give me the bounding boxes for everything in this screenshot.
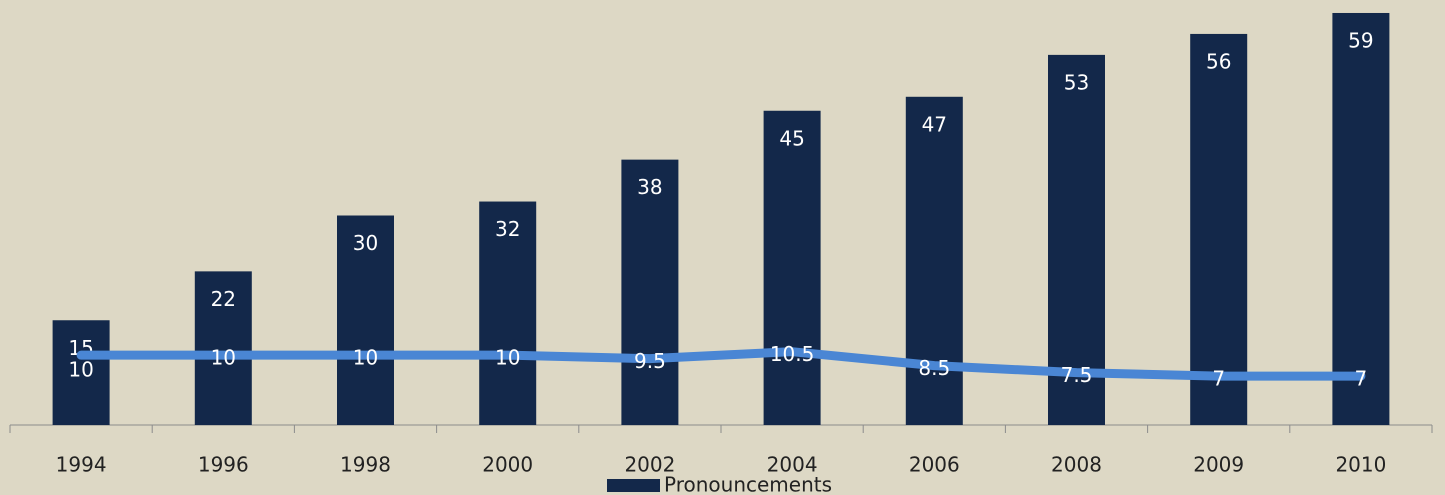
bar xyxy=(479,201,537,425)
bar-value-label: 53 xyxy=(1064,70,1089,94)
line-value-label: 10 xyxy=(211,346,236,370)
bar xyxy=(1190,33,1248,425)
x-tick-label: 2010 xyxy=(1335,453,1386,477)
bar-value-label: 45 xyxy=(779,126,804,150)
line xyxy=(76,347,1366,381)
bar-value-label: 30 xyxy=(353,231,378,255)
bar-value-label: 56 xyxy=(1206,49,1231,73)
line-value-label: 10 xyxy=(353,346,378,370)
line-value-label: 7.5 xyxy=(1061,363,1093,387)
x-tick-label: 2006 xyxy=(909,453,960,477)
x-tick-label: 2009 xyxy=(1193,453,1244,477)
line-value-label: 9.5 xyxy=(634,349,666,373)
x-tick-label: 2004 xyxy=(767,453,818,477)
legend-label: Pronouncements xyxy=(664,473,832,495)
bar xyxy=(1332,12,1390,425)
x-tick-label: 2000 xyxy=(482,453,533,477)
legend-swatch xyxy=(607,479,660,492)
x-tick-label: 2008 xyxy=(1051,453,1102,477)
x-tick-label: 1994 xyxy=(56,453,107,477)
bar xyxy=(1048,54,1105,426)
bar xyxy=(52,320,110,425)
bar-value-label: 22 xyxy=(211,287,236,311)
line-value-label: 7 xyxy=(1355,367,1368,391)
bar xyxy=(194,271,252,425)
line-value-label: 8.5 xyxy=(918,356,950,380)
bar xyxy=(621,159,679,425)
line-value-label: 10.5 xyxy=(770,342,815,366)
x-tick-label: 1996 xyxy=(198,453,249,477)
line-value-label: 7 xyxy=(1212,367,1225,391)
bar-value-label: 59 xyxy=(1348,28,1373,52)
bar xyxy=(763,110,821,425)
bar-value-label: 32 xyxy=(495,217,520,241)
x-tick-label: 2002 xyxy=(624,453,675,477)
bar xyxy=(337,215,394,425)
line-value-label: 10 xyxy=(495,346,520,370)
line-value-label: 10 xyxy=(68,358,93,382)
x-tick-label: 1998 xyxy=(340,453,391,477)
bar-value-label: 38 xyxy=(637,175,662,199)
bar-value-label: 47 xyxy=(922,112,947,136)
